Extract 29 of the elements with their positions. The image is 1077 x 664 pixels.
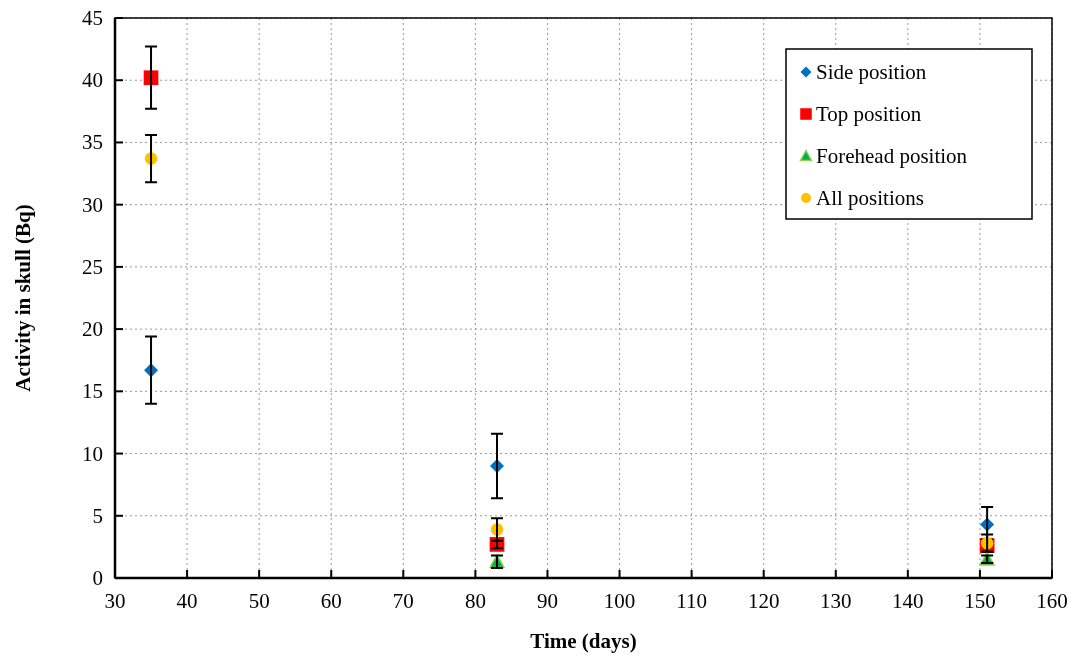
y-tick-label: 20: [82, 317, 103, 342]
x-tick-label: 120: [747, 589, 780, 613]
x-tick-label: 90: [536, 589, 558, 613]
legend-label: Top position: [816, 102, 922, 126]
x-tick-label: 80: [464, 589, 486, 613]
x-tick-label: 130: [820, 589, 852, 613]
y-tick-label: 45: [82, 6, 103, 30]
y-tick-label: 0: [92, 566, 103, 590]
y-tick-label: 5: [92, 503, 103, 528]
y-tick-label: 35: [82, 130, 103, 155]
legend-label: Side position: [816, 60, 927, 84]
y-tick-label: 10: [82, 441, 103, 466]
x-tick-label: 160: [1036, 589, 1068, 613]
x-tick-label: 140: [892, 589, 924, 613]
x-tick-label: 50: [248, 589, 270, 613]
x-tick-label: 60: [320, 589, 342, 613]
x-tick-label: 150: [964, 589, 996, 613]
x-tick-label: 110: [676, 589, 707, 613]
y-tick-label: 25: [82, 254, 103, 279]
y-tick-label: 15: [82, 379, 103, 404]
legend-label: Forehead position: [816, 144, 968, 168]
y-axis-title: Activity in skull (Bq): [11, 204, 35, 392]
x-axis-title: Time (days): [530, 629, 637, 653]
y-tick-label: 30: [82, 192, 103, 217]
x-tick-label: 70: [392, 589, 414, 613]
y-tick-label: 40: [82, 68, 103, 93]
x-tick-label: 40: [176, 589, 198, 613]
x-tick-label: 100: [603, 589, 636, 613]
legend-label: All positions: [816, 186, 924, 210]
